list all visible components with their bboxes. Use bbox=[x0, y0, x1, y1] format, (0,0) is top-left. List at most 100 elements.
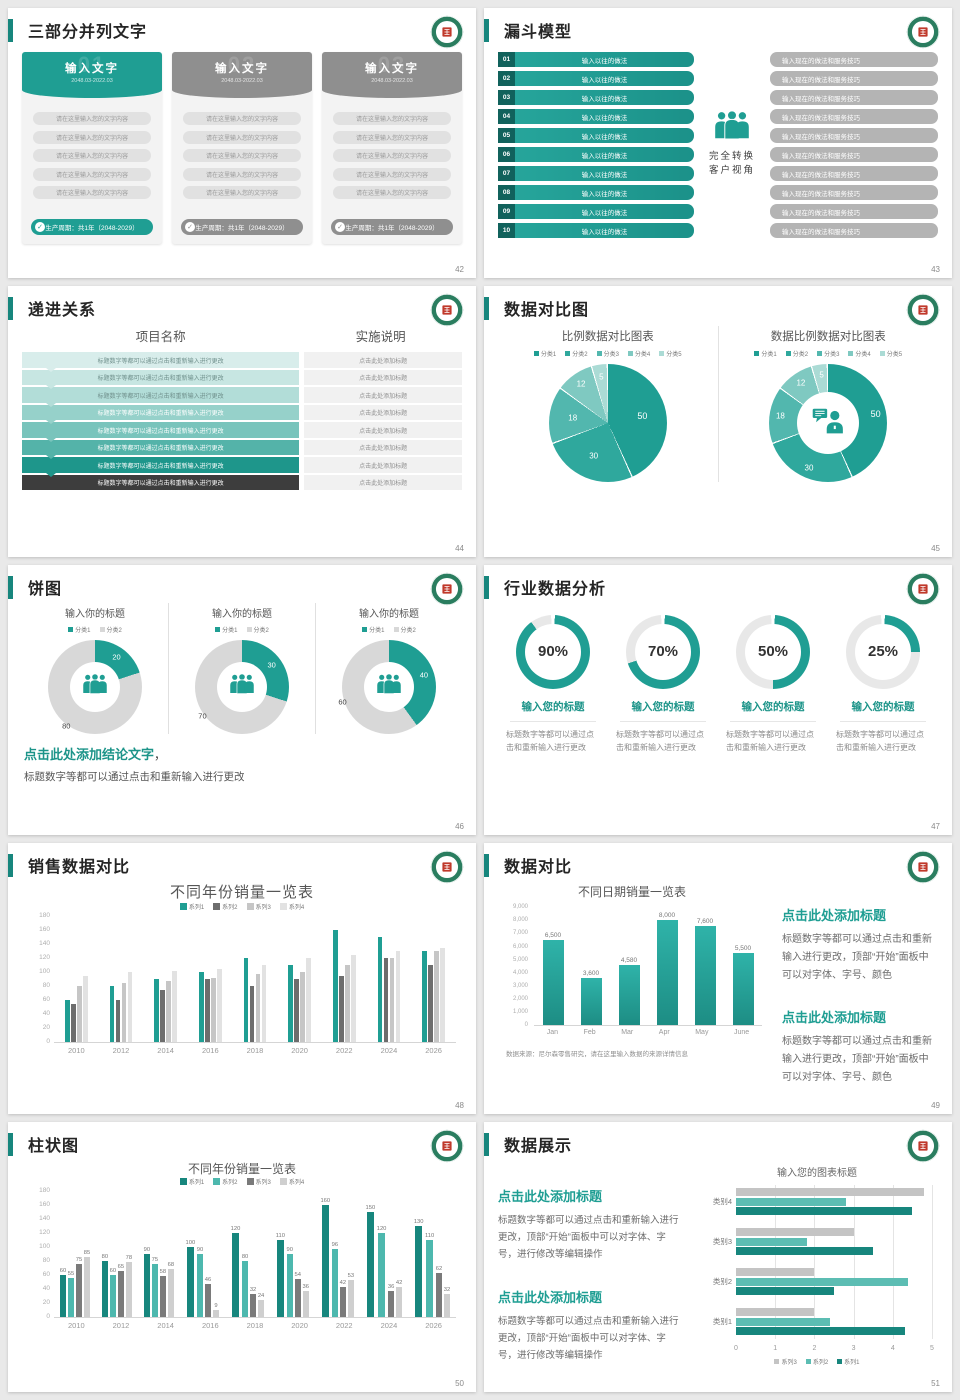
card-title: 输入文字 bbox=[365, 63, 419, 75]
bars-row bbox=[54, 917, 456, 1043]
page-number: 51 bbox=[931, 1378, 940, 1388]
slide-title: 三部分并列文字 bbox=[28, 24, 148, 41]
donut-wrap: 40 60 bbox=[322, 639, 456, 734]
legend-swatch bbox=[246, 1177, 254, 1185]
x-axis-label: 2016 bbox=[201, 1046, 219, 1056]
slide-51[interactable]: 数据展示 点击此处添加标题 标题数字等都可以通过点击和重新输入进行更改，顶部“开始… bbox=[484, 1121, 952, 1392]
bar-value-label: 7,600 bbox=[696, 917, 714, 925]
legend-item: 分类5 bbox=[659, 349, 682, 358]
y-axis-label: 100 bbox=[39, 968, 50, 976]
bar-wrap bbox=[294, 917, 299, 1043]
bar bbox=[422, 951, 427, 1043]
school-logo-icon bbox=[430, 850, 464, 884]
bar bbox=[286, 1253, 293, 1317]
x-axis-label: June bbox=[733, 1029, 750, 1037]
pie-chart-panel: 数据比例数据对比图表 分类1 分类2 分类3 分类4 分类5 50 30 18 12 5 bbox=[717, 326, 939, 483]
x-axis-labels: Jan Feb Mar Apr May June bbox=[534, 1029, 762, 1036]
legend-swatch bbox=[565, 351, 571, 357]
bar-group: 80 60 65 78 bbox=[101, 1192, 133, 1317]
slide-45[interactable]: 数据对比图 比例数据对比图表 分类1 分类2 分类3 分类4 分类5 50 30 18 12 5 数据… bbox=[484, 286, 952, 557]
divider bbox=[730, 720, 816, 722]
y-axis-label: 140 bbox=[39, 1214, 50, 1222]
bar-value-label: 80 bbox=[101, 1253, 109, 1260]
funnel-row-number: 06 bbox=[498, 147, 515, 162]
bar bbox=[300, 972, 305, 1043]
slide-47[interactable]: 行业数据分析 90% 输入您的标题 标题数字等都可以通过点击和重新输入进行更改 70%… bbox=[484, 564, 952, 836]
gridline bbox=[853, 1184, 855, 1339]
bar-value-label: 42 bbox=[339, 1280, 347, 1287]
bar-wrap bbox=[383, 917, 389, 1043]
legend-item: 分类1 bbox=[68, 625, 91, 634]
slide-44[interactable]: 递进关系 项目名称 实施说明 标题数字等都可以通过点击和重新输入进行更改 点击此处添加… bbox=[8, 286, 476, 557]
legend-label: 系列1 bbox=[844, 1359, 860, 1366]
gridline bbox=[932, 1184, 933, 1339]
ring-percent: 25% bbox=[867, 643, 899, 661]
funnel-left-row: 08 输入以往的做法 bbox=[498, 185, 694, 200]
pie-value-label: 18 bbox=[775, 411, 785, 421]
hbar-group: 类别3 bbox=[713, 1225, 932, 1259]
bar bbox=[377, 937, 383, 1043]
bar bbox=[415, 1225, 422, 1317]
bar bbox=[151, 1264, 159, 1317]
funnel-left-row: 04 输入以往的做法 bbox=[498, 109, 694, 124]
x-axis-label: 2026 bbox=[425, 1320, 442, 1330]
legend-item: 分类4 bbox=[848, 349, 871, 358]
y-axis-label: 20 bbox=[42, 1298, 50, 1306]
funnel-left-row: 06 输入以往的做法 bbox=[498, 147, 694, 162]
progress-ring: 25% bbox=[846, 614, 920, 689]
x-axis-label: May bbox=[695, 1029, 709, 1037]
row-chevron bbox=[46, 367, 56, 372]
funnel-row-number: 02 bbox=[498, 71, 515, 86]
row-name-cell: 标题数字等都可以通过点击和重新输入进行更改 bbox=[22, 439, 300, 460]
school-logo-icon bbox=[906, 1129, 940, 1163]
legend-label: 系列3 bbox=[255, 1179, 271, 1186]
card-item: 请在这里输入您的文字内容 bbox=[333, 186, 451, 199]
bar-value-label: 46 bbox=[204, 1277, 212, 1284]
slide-50[interactable]: 柱状图 不同年份销量一览表 系列1 系列2 系列3 系列4 0 20 40 60 80 100 120… bbox=[8, 1121, 476, 1392]
x-axis-label: 2024 bbox=[380, 1320, 398, 1330]
bar-wrap bbox=[121, 917, 127, 1043]
table-row: 标题数字等都可以通过点击和重新输入进行更改 点击此处添加标题 bbox=[22, 439, 462, 460]
bar bbox=[435, 1273, 443, 1317]
slide-46[interactable]: 饼图 输入你的标题 分类1 分类2 20 80 输入你的标题 分类1 分类2 30 70 输入你的标… bbox=[8, 564, 476, 836]
bar-wrap bbox=[428, 917, 433, 1043]
legend-item: 分类2 bbox=[246, 625, 269, 634]
gridline bbox=[892, 1184, 894, 1339]
slide-header: 数据对比图 bbox=[484, 294, 940, 327]
funnel-right-bar: 输入现在的做法和服务技巧 bbox=[770, 204, 938, 219]
school-logo-icon bbox=[906, 850, 940, 884]
slide-48[interactable]: 销售数据对比 不同年份销量一览表 系列1 系列2 系列3 系列4 0 20 40 60 80 100… bbox=[8, 843, 476, 1114]
row-note-cell: 点击此处添加标题 bbox=[304, 404, 462, 421]
bar-value-label: 5,500 bbox=[734, 945, 752, 953]
bar bbox=[261, 965, 267, 1043]
legend-item: 系列3 bbox=[774, 1357, 797, 1366]
legend-item: 分类3 bbox=[596, 349, 619, 358]
legend-label: 系列2 bbox=[812, 1359, 829, 1366]
y-axis-label: 20 bbox=[42, 1024, 50, 1032]
bar bbox=[288, 965, 293, 1043]
bar bbox=[277, 1239, 284, 1317]
slide-42[interactable]: 三部分并列文字 01 输入文字 2048.03-2022.03 请在这里输入您的文字内… bbox=[8, 8, 476, 279]
bar bbox=[378, 1232, 385, 1317]
x-axis-labels: 2010 2012 2014 2016 2018 2020 2022 2024 2026 bbox=[54, 1321, 456, 1330]
bars-row: 6,500 3,600 4,580 8,000 7,600 5,500 bbox=[534, 908, 762, 1026]
slide-43[interactable]: 漏斗模型 01 输入以往的做法 02 输入以往的做法 03 输入以往的做法 04 输入以往的做… bbox=[484, 8, 952, 279]
x-axis-label: 4 bbox=[890, 1344, 895, 1352]
person-speech-icon bbox=[811, 407, 845, 439]
conclusion-comma: ， bbox=[154, 747, 167, 762]
pie-value-label: 12 bbox=[796, 378, 806, 388]
legend-item: 分类1 bbox=[215, 625, 238, 634]
block-title: 点击此处添加标题 bbox=[782, 908, 887, 924]
ring-percent: 50% bbox=[757, 643, 789, 661]
y-axis-label: 80 bbox=[42, 1256, 50, 1264]
bar-value-label: 36 bbox=[302, 1284, 309, 1291]
donut-hole bbox=[797, 392, 860, 455]
bar-wrap: 42 bbox=[395, 1192, 403, 1317]
conclusion-title: 点击此处添加结论文字 bbox=[24, 746, 155, 762]
bar bbox=[395, 951, 401, 1043]
row-note-cell: 点击此处添加标题 bbox=[304, 474, 462, 491]
bar-group: 90 75 58 68 bbox=[143, 1192, 175, 1317]
bar-wrap bbox=[71, 917, 76, 1043]
slide-49[interactable]: 数据对比 不同日期销量一览表 0 1,000 2,000 3,000 4,000 5,000… bbox=[484, 843, 952, 1114]
